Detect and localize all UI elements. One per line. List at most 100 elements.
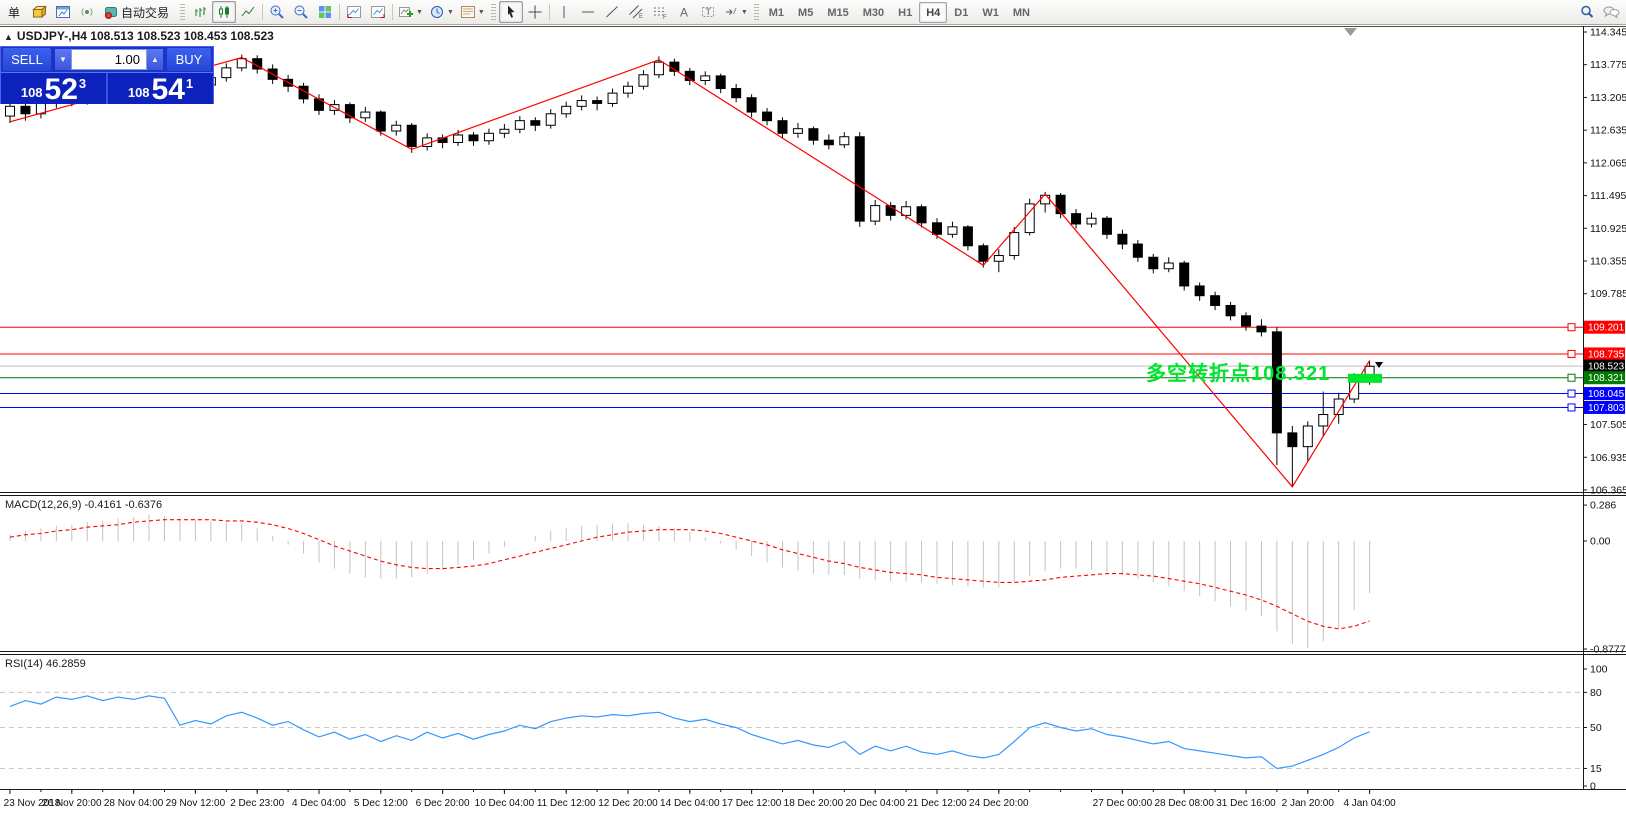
new-order-cube-button[interactable] bbox=[27, 1, 51, 23]
volume-down-button[interactable]: ▼ bbox=[55, 49, 71, 70]
periods-button[interactable]: ▼ bbox=[426, 1, 457, 23]
rsi-pane bbox=[0, 691, 1583, 770]
candle bbox=[1086, 217, 1097, 225]
trade-panel-top-row: SELL ▼ ▲ BUY bbox=[1, 47, 213, 73]
market-watch-button[interactable] bbox=[51, 1, 75, 23]
collapse-triangle-icon[interactable]: ▲ bbox=[4, 32, 13, 42]
svg-text:108.523: 108.523 bbox=[1588, 362, 1625, 373]
buy-button[interactable]: BUY bbox=[167, 48, 211, 71]
vertical-line-button[interactable] bbox=[552, 1, 576, 23]
svg-text:10 Dec 04:00: 10 Dec 04:00 bbox=[475, 798, 535, 809]
timeframe-button-h1[interactable]: H1 bbox=[898, 6, 913, 19]
rsi-axis[interactable]: 100 80 50 15 0 bbox=[1583, 664, 1608, 793]
pivot-annotation-text[interactable]: 多空转折点108.321 bbox=[1146, 363, 1331, 385]
new-order-button[interactable]: 单 bbox=[3, 1, 27, 23]
svg-text:E: E bbox=[639, 14, 643, 20]
horizontal-line-button[interactable] bbox=[576, 1, 600, 23]
search-icon bbox=[1581, 5, 1594, 18]
sell-price-prefix: 108 bbox=[20, 85, 43, 100]
timeframe-button-m30[interactable]: M30 bbox=[862, 6, 885, 19]
candle bbox=[1210, 295, 1221, 306]
candle bbox=[576, 100, 587, 107]
svg-text:109.785: 109.785 bbox=[1590, 288, 1626, 300]
zoom-in-button[interactable] bbox=[265, 1, 289, 23]
signals-button[interactable] bbox=[75, 1, 99, 23]
svg-text:17 Dec 12:00: 17 Dec 12:00 bbox=[722, 798, 782, 809]
fibonacci-icon: F bbox=[653, 7, 667, 20]
tile-windows-button[interactable] bbox=[313, 1, 337, 23]
bar-chart-icon bbox=[195, 7, 207, 17]
candle bbox=[1148, 256, 1159, 270]
hline-handle[interactable] bbox=[1567, 389, 1576, 398]
chart-profile-forward-icon bbox=[371, 6, 386, 18]
green-pivot-marker[interactable] bbox=[1348, 373, 1382, 383]
timeframe-button-d1[interactable]: D1 bbox=[954, 6, 969, 19]
timeframe-button-mn[interactable]: MN bbox=[1012, 6, 1030, 19]
hline-handle[interactable] bbox=[1567, 403, 1576, 412]
candle bbox=[607, 92, 618, 104]
horizontal-line-icon bbox=[581, 11, 594, 13]
signal-broadcast-icon bbox=[81, 8, 93, 16]
buy-price[interactable]: 108 54 1 bbox=[108, 73, 213, 105]
sell-button[interactable]: SELL bbox=[3, 48, 51, 71]
horizontal-line-objects[interactable] bbox=[0, 323, 1583, 412]
candle bbox=[545, 113, 556, 126]
chat-button[interactable] bbox=[1599, 1, 1623, 23]
candle bbox=[1256, 325, 1267, 333]
svg-text:50: 50 bbox=[1590, 722, 1602, 734]
indicators-button[interactable]: ▼ bbox=[395, 1, 426, 23]
templates-button[interactable]: ▼ bbox=[457, 1, 488, 23]
hline-handle[interactable] bbox=[1567, 323, 1576, 332]
trendline-button[interactable] bbox=[600, 1, 624, 23]
profile-next-button[interactable] bbox=[366, 1, 390, 23]
candle bbox=[808, 128, 819, 141]
template-icon bbox=[460, 6, 475, 18]
bar-chart-button[interactable] bbox=[188, 1, 212, 23]
svg-text:113.205: 113.205 bbox=[1590, 92, 1626, 104]
shapes-button[interactable]: ▼ bbox=[720, 1, 751, 23]
cursor-button[interactable] bbox=[498, 1, 523, 23]
line-chart-button[interactable] bbox=[236, 1, 260, 23]
fibonacci-button[interactable]: F bbox=[648, 1, 672, 23]
svg-text:112.635: 112.635 bbox=[1590, 125, 1626, 137]
svg-text:111.495: 111.495 bbox=[1590, 190, 1626, 202]
equidistant-channel-button[interactable]: E bbox=[624, 1, 648, 23]
candle bbox=[1040, 194, 1051, 205]
clock-icon bbox=[430, 6, 443, 18]
autotrading-button[interactable]: 自动交易 bbox=[99, 1, 177, 23]
hline-handle[interactable] bbox=[1567, 349, 1576, 358]
profile-previous-button[interactable] bbox=[342, 1, 366, 23]
timeframe-button-w1[interactable]: W1 bbox=[982, 6, 999, 19]
zoom-out-button[interactable] bbox=[289, 1, 313, 23]
timeframe-button-m5[interactable]: M5 bbox=[798, 6, 814, 19]
timeframe-button-m15[interactable]: M15 bbox=[827, 6, 849, 19]
svg-text:31 Dec 16:00: 31 Dec 16:00 bbox=[1216, 798, 1276, 809]
candle bbox=[530, 120, 541, 126]
chart-shift-marker[interactable] bbox=[1344, 28, 1357, 36]
hline-handle[interactable] bbox=[1567, 373, 1576, 382]
timeframe-button-h4[interactable]: H4 bbox=[919, 1, 948, 23]
candle bbox=[700, 75, 711, 81]
svg-text:27 Dec 00:00: 27 Dec 00:00 bbox=[1093, 798, 1153, 809]
volume-up-button[interactable]: ▲ bbox=[147, 49, 163, 70]
price-axis[interactable]: 114.345 113.775 113.205 112.635 112.065 111.4… bbox=[1583, 27, 1626, 497]
svg-text:113.775: 113.775 bbox=[1590, 59, 1626, 71]
candle bbox=[777, 120, 788, 134]
text-label-button[interactable]: T bbox=[696, 1, 720, 23]
candle bbox=[1132, 243, 1143, 258]
candlestick-chart-button[interactable] bbox=[212, 1, 237, 23]
timeframe-button-m1[interactable]: M1 bbox=[768, 6, 785, 19]
candle bbox=[5, 105, 15, 117]
sell-price[interactable]: 108 52 3 bbox=[1, 73, 106, 105]
dropdown-arrow-icon: ▼ bbox=[477, 8, 485, 16]
candle bbox=[561, 105, 572, 115]
volume-input[interactable] bbox=[71, 49, 147, 70]
search-button[interactable] bbox=[1575, 1, 1599, 23]
macd-axis[interactable]: 0.286 0.00 -0.8777 bbox=[1583, 500, 1626, 656]
svg-text:80: 80 bbox=[1590, 687, 1602, 699]
crosshair-button[interactable] bbox=[523, 1, 547, 23]
candle bbox=[1101, 217, 1112, 235]
text-tool-button[interactable]: A bbox=[672, 1, 696, 23]
